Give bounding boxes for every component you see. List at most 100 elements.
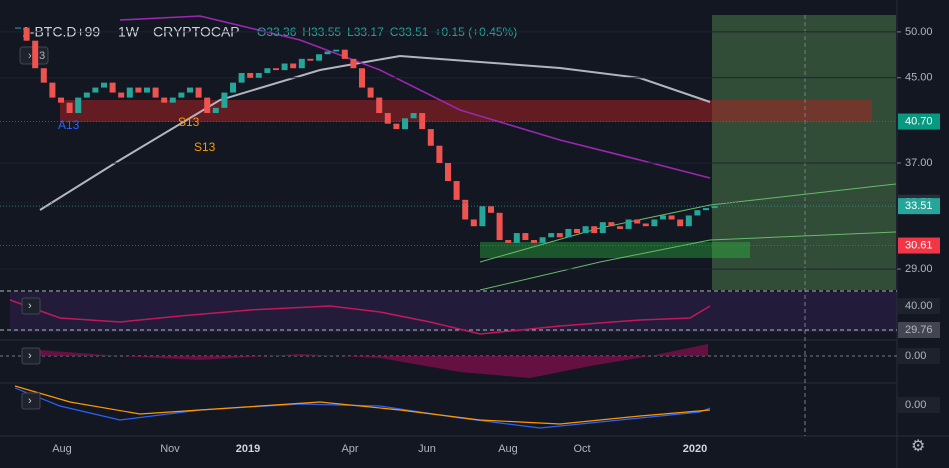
candle (23, 27, 30, 41)
candle (359, 68, 365, 88)
candle (668, 215, 675, 220)
candle (264, 68, 271, 73)
candle (333, 49, 340, 52)
candle (281, 63, 288, 71)
x-tick-label: Aug (52, 443, 72, 455)
x-tick-label: Oct (573, 443, 590, 455)
candle (505, 240, 512, 243)
candle (685, 215, 692, 227)
chevron: › (28, 350, 32, 362)
candle (453, 181, 460, 200)
momentum-area (40, 344, 708, 378)
candle (367, 87, 374, 98)
candle (513, 233, 520, 243)
pane-label: 29.76 (905, 324, 933, 336)
candle (247, 72, 254, 78)
candle (599, 222, 606, 234)
candle (126, 87, 133, 98)
candle (290, 63, 297, 69)
chevron: › (28, 300, 32, 312)
pane-tag (898, 298, 940, 314)
candle (204, 97, 211, 114)
candle (617, 226, 623, 229)
y-tick-label: 45.00 (905, 72, 933, 84)
candle (548, 233, 555, 238)
candle (522, 233, 529, 241)
price-tag (898, 237, 940, 254)
pane-tag (898, 397, 940, 413)
candle (273, 68, 279, 71)
candle (582, 226, 589, 234)
candle (608, 222, 615, 227)
price-tag (898, 198, 940, 215)
candle (238, 72, 245, 83)
candle (298, 58, 305, 69)
price-label: 40.70 (905, 115, 933, 127)
pane-label: 0.00 (905, 399, 926, 411)
channel-line (479, 231, 897, 291)
candle (58, 97, 64, 103)
candle (101, 82, 107, 88)
candle (470, 219, 477, 227)
pane-tag (898, 348, 940, 364)
candle (677, 219, 684, 227)
candle (221, 92, 228, 108)
candle (230, 82, 236, 93)
y-tick-label: 50.00 (905, 26, 933, 38)
candle (703, 208, 709, 211)
candle (419, 113, 426, 130)
candle (144, 87, 150, 93)
pane-label: 40.00 (905, 300, 933, 312)
chevron: › (28, 395, 32, 407)
x-tick-label: Jun (418, 443, 436, 455)
candle (625, 219, 632, 229)
candle (178, 92, 185, 98)
candle (488, 206, 494, 213)
candle (410, 113, 417, 119)
candle (694, 210, 701, 216)
candle (445, 163, 451, 182)
candle (135, 87, 142, 93)
candle (66, 102, 73, 114)
price-tag (898, 113, 940, 130)
candle (574, 228, 580, 234)
candle (341, 49, 348, 59)
pane-button[interactable] (21, 347, 41, 365)
candle (376, 97, 383, 114)
candle (32, 40, 39, 69)
y-tick-label: 37.00 (905, 157, 933, 169)
annotation: S13 (178, 115, 200, 129)
x-tick-label: Apr (341, 443, 358, 455)
candle (118, 92, 125, 98)
pane-label: 0.00 (905, 350, 926, 362)
candle (161, 97, 168, 103)
candle (565, 228, 572, 238)
pane-button[interactable] (21, 297, 41, 315)
candle (393, 123, 400, 130)
candle (436, 145, 443, 164)
settings-icon[interactable]: ⚙ (911, 438, 925, 455)
candle (83, 92, 90, 98)
moving-average (119, 15, 711, 179)
pane-button[interactable] (21, 392, 41, 410)
candle (40, 68, 47, 83)
candle (402, 118, 408, 130)
candle (642, 223, 649, 227)
candle (634, 219, 641, 224)
candle (49, 82, 56, 98)
candle (462, 199, 469, 220)
candle (316, 54, 322, 61)
candle (15, 27, 21, 29)
candle (660, 215, 666, 220)
x-tick-label: Nov (160, 443, 180, 455)
price-label: 30.61 (905, 239, 933, 251)
chevron: › (28, 50, 32, 62)
candle (324, 51, 331, 55)
candle (711, 206, 718, 209)
candle (350, 58, 357, 69)
pane-tag (898, 322, 940, 338)
x-tick-label: Aug (498, 443, 518, 455)
candle (255, 72, 262, 78)
rsi-line (9, 299, 711, 335)
